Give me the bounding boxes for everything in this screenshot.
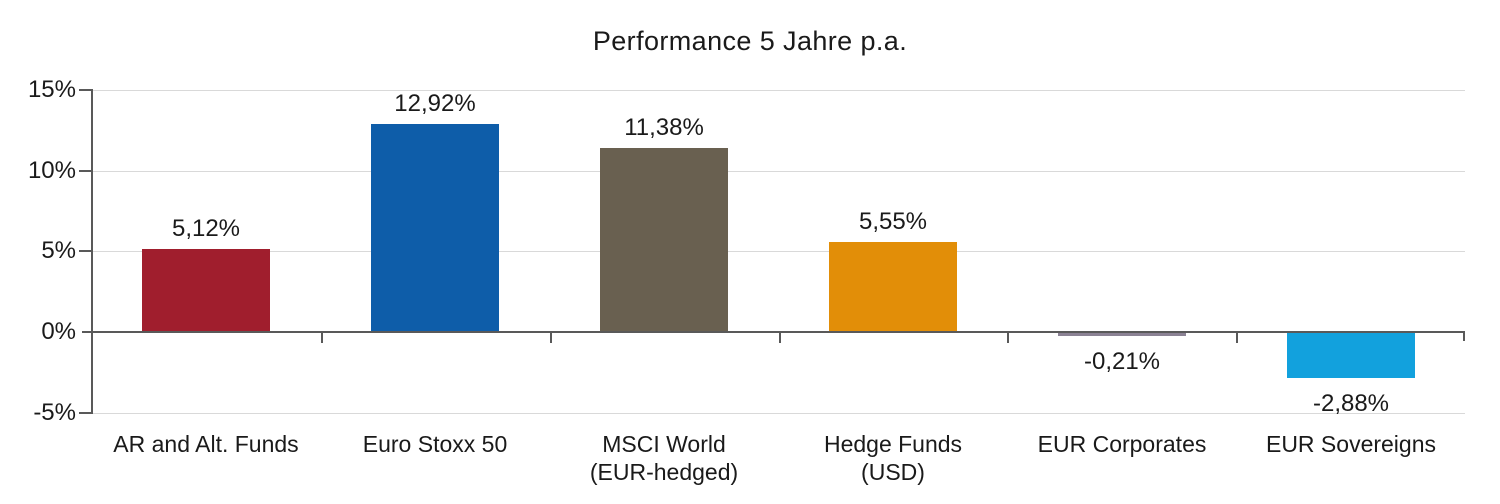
value-label-euro-stoxx-50: 12,92% bbox=[394, 90, 476, 117]
y-tick-label: 0% bbox=[41, 318, 76, 345]
value-label-eur-corporates: -0,21% bbox=[1083, 348, 1161, 375]
x-axis-end-tick bbox=[1463, 332, 1465, 341]
value-label-eur-sovereigns: -2,88% bbox=[1312, 390, 1390, 417]
y-axis-tick bbox=[79, 412, 93, 414]
bar-hedge-funds-usd bbox=[829, 242, 957, 331]
value-label-msci-world-eur-hedged: 11,38% bbox=[624, 114, 704, 141]
category-label-line: MSCI World bbox=[602, 431, 726, 457]
category-label-eur-corporates: EUR Corporates bbox=[1038, 430, 1207, 458]
y-tick-label: -5% bbox=[33, 399, 76, 426]
bar-msci-world-eur-hedged bbox=[600, 148, 728, 331]
bar-euro-stoxx-50 bbox=[371, 124, 499, 331]
x-axis-line bbox=[82, 331, 1465, 333]
y-axis-tick bbox=[79, 170, 93, 172]
x-axis-category-tick bbox=[779, 333, 781, 343]
category-label-ar-and-alt-funds: AR and Alt. Funds bbox=[113, 430, 298, 458]
chart-title: Performance 5 Jahre p.a. bbox=[592, 26, 908, 56]
x-axis-category-tick bbox=[321, 333, 323, 343]
gridline-15pct bbox=[92, 90, 1465, 91]
bar-eur-corporates bbox=[1058, 333, 1186, 336]
gridline-5pct bbox=[92, 251, 1465, 252]
category-label-line: (USD) bbox=[861, 459, 925, 486]
x-axis-category-tick bbox=[1007, 333, 1009, 343]
y-tick-label: 10% bbox=[27, 157, 76, 184]
value-label-ar-and-alt-funds: 5,12% bbox=[171, 215, 241, 242]
category-label-eur-sovereigns: EUR Sovereigns bbox=[1266, 430, 1436, 458]
category-label-line: Hedge Funds bbox=[823, 431, 963, 457]
y-axis-tick bbox=[79, 250, 93, 252]
bar-ar-and-alt-funds bbox=[142, 249, 270, 331]
y-axis-tick bbox=[79, 89, 93, 91]
y-tick-label: 5% bbox=[41, 237, 76, 264]
gridline-10pct bbox=[92, 171, 1465, 172]
category-label-line: Euro Stoxx 50 bbox=[362, 431, 508, 457]
category-label-line: EUR Corporates bbox=[1037, 431, 1207, 457]
y-tick-label: 15% bbox=[27, 76, 76, 103]
category-label-line: AR and Alt. Funds bbox=[113, 431, 299, 457]
x-axis-category-tick bbox=[1236, 333, 1238, 343]
category-label-line: EUR Sovereigns bbox=[1265, 431, 1437, 457]
category-label-hedge-funds-usd: Hedge Funds (USD) bbox=[824, 430, 962, 486]
x-axis-category-tick bbox=[550, 333, 552, 343]
y-axis-line bbox=[91, 90, 93, 414]
category-label-msci-world-eur-hedged: MSCI World (EUR-hedged) bbox=[590, 430, 738, 486]
category-label-line: (EUR-hedged) bbox=[589, 459, 739, 486]
bar-eur-sovereigns bbox=[1287, 333, 1415, 378]
value-label-hedge-funds-usd: 5,55% bbox=[858, 208, 928, 235]
category-label-euro-stoxx-50: Euro Stoxx 50 bbox=[363, 430, 507, 458]
gridline-minus-5pct bbox=[92, 413, 1465, 414]
